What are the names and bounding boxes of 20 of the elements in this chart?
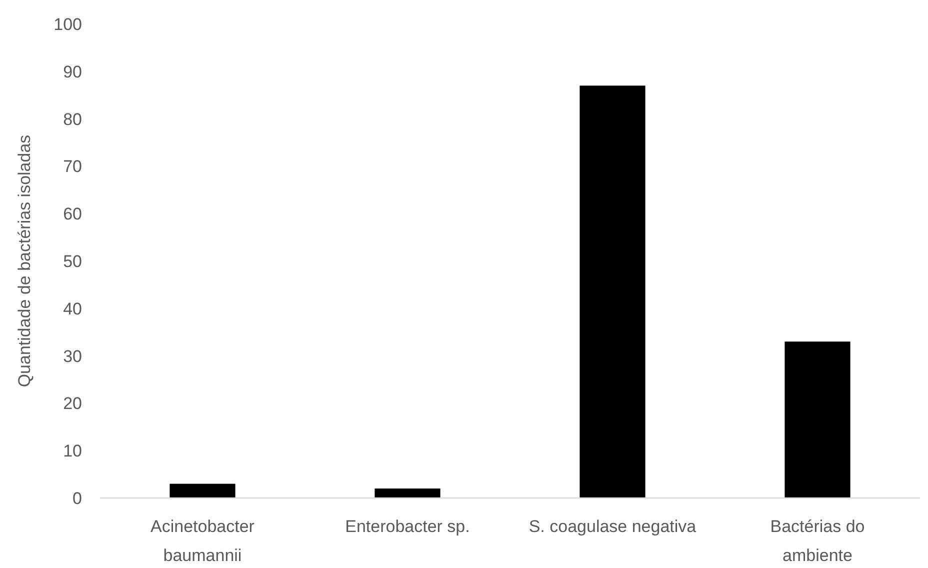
bar (580, 86, 646, 498)
y-tick-label: 50 (63, 252, 82, 271)
x-tick-label: S. coagulase negativa (528, 517, 697, 536)
x-tick-label: Bactérias do ambiente (770, 517, 865, 565)
y-tick-label: 60 (63, 204, 82, 224)
y-tick-label: 80 (63, 110, 82, 129)
x-tick-label: Acinetobacter baumannii (150, 517, 255, 565)
bar (784, 342, 850, 498)
x-tick-label: Enterobacter sp. (345, 517, 470, 536)
y-tick-label: 10 (63, 442, 82, 461)
y-tick-label: 70 (63, 157, 82, 176)
y-tick-label: 90 (63, 62, 82, 82)
y-tick-label: 30 (63, 346, 82, 366)
y-tick-label: 20 (63, 394, 82, 414)
y-tick-label: 0 (72, 488, 82, 508)
y-axis-title: Quantidade de bactérias isoladas (15, 134, 34, 388)
bar (374, 488, 440, 498)
y-tick-label: 100 (54, 14, 82, 34)
y-tick-label: 40 (63, 299, 82, 318)
bar (170, 484, 236, 498)
